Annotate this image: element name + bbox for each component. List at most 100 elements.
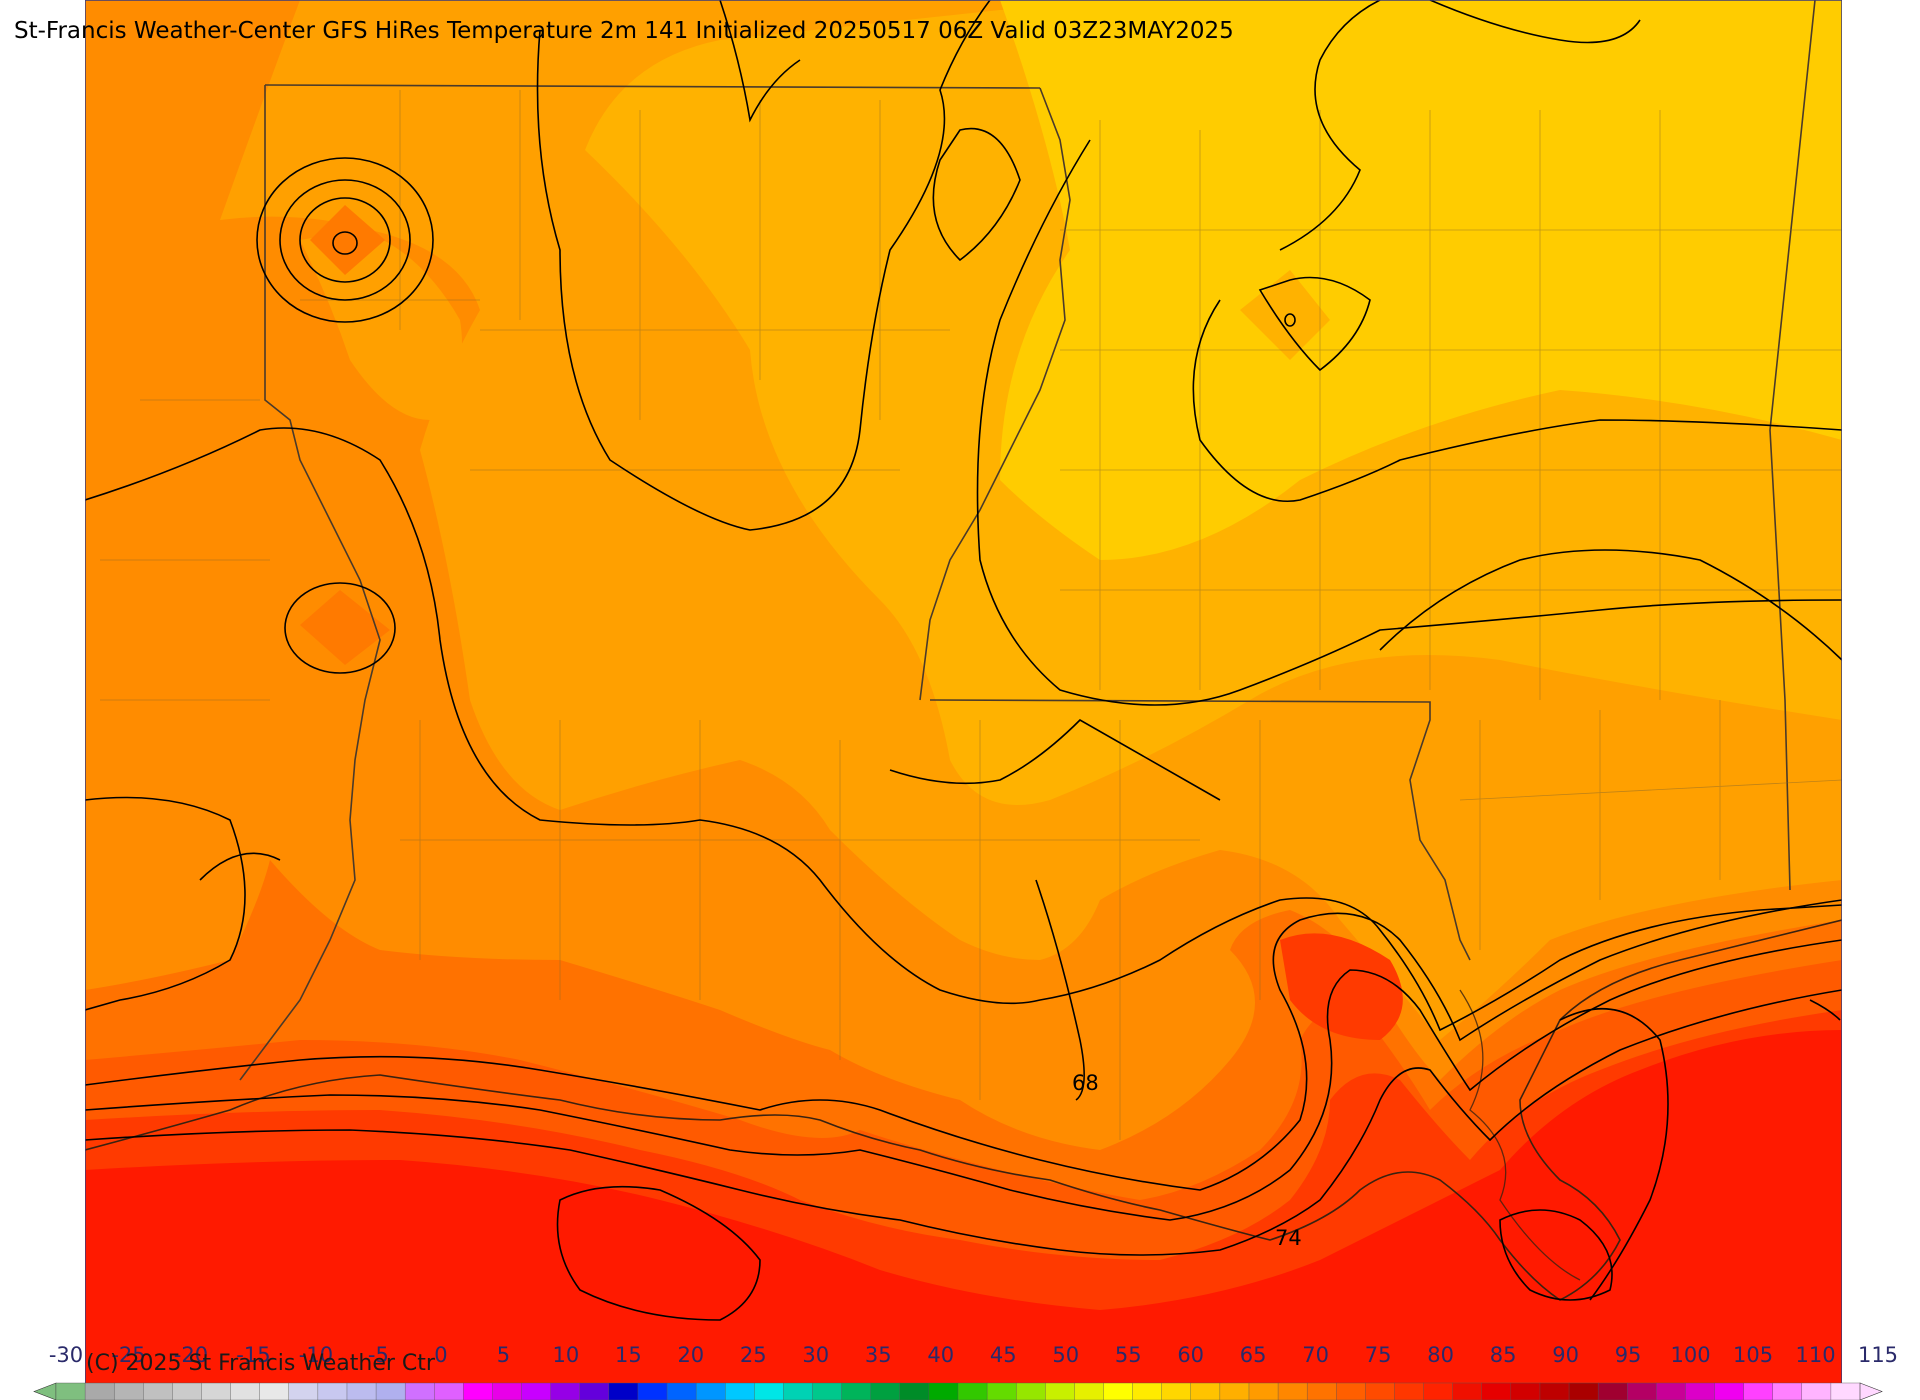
legend-tick: -20 <box>173 1343 209 1367</box>
colorbar-swatch <box>172 1382 203 1400</box>
colorbar-swatch <box>1685 1382 1716 1400</box>
colorbar-swatch <box>1103 1382 1134 1400</box>
legend-tick: 40 <box>927 1343 955 1367</box>
colorbar-swatch <box>1219 1382 1250 1400</box>
colorbar-swatch <box>957 1382 988 1400</box>
contour-label-74: 74 <box>1275 1226 1302 1250</box>
colorbar-swatch <box>201 1382 232 1400</box>
colorbar-swatch <box>1801 1382 1832 1400</box>
county-lines <box>100 90 1842 1140</box>
colorbar-swatch <box>666 1382 697 1400</box>
colorbar-swatch <box>1714 1382 1745 1400</box>
colorbar-swatch <box>1597 1382 1628 1400</box>
colorbar-swatch <box>841 1382 872 1400</box>
map-title: St-Francis Weather-Center GFS HiRes Temp… <box>14 18 1234 44</box>
colorbar-swatch <box>1423 1382 1454 1400</box>
colorbar-swatch <box>55 1382 86 1400</box>
colorbar-swatch <box>637 1382 668 1400</box>
color-bar <box>33 1382 1883 1400</box>
colorbar-swatch <box>143 1382 174 1400</box>
legend-tick: 110 <box>1795 1343 1836 1367</box>
colorbar-swatch <box>1161 1382 1192 1400</box>
colorbar-swatch <box>404 1382 435 1400</box>
legend-tick: 15 <box>614 1343 642 1367</box>
legend-tick: 35 <box>864 1343 892 1367</box>
colorbar-swatch <box>288 1382 319 1400</box>
legend-tick: 60 <box>1177 1343 1205 1367</box>
colorbar-swatch <box>1568 1382 1599 1400</box>
colorbar-arrow-right <box>1859 1382 1883 1400</box>
colorbar-swatch <box>754 1382 785 1400</box>
colorbar-swatch <box>608 1382 639 1400</box>
legend-tick: 10 <box>552 1343 580 1367</box>
colorbar-swatch <box>1277 1382 1308 1400</box>
colorbar-swatch <box>1656 1382 1687 1400</box>
legend-tick: 20 <box>677 1343 705 1367</box>
local-contours <box>256 157 1296 674</box>
legend-tick: 65 <box>1239 1343 1267 1367</box>
copyright-text: (C) 2025 St Francis Weather Ctr <box>86 1351 435 1376</box>
colorbar-swatch <box>986 1382 1017 1400</box>
colorbar-swatch <box>375 1382 406 1400</box>
colorbar-swatch <box>812 1382 843 1400</box>
colorbar-swatch <box>870 1382 901 1400</box>
colorbar-swatch <box>1772 1382 1803 1400</box>
colorbar-swatch <box>1190 1382 1221 1400</box>
colorbar-swatch <box>1743 1382 1774 1400</box>
colorbar-swatch <box>1306 1382 1337 1400</box>
colorbar-swatch <box>550 1382 581 1400</box>
colorbar-swatch <box>1365 1382 1396 1400</box>
colorbar-swatch <box>1074 1382 1105 1400</box>
colorbar-swatch <box>928 1382 959 1400</box>
colorbar-swatch <box>230 1382 261 1400</box>
legend-tick: -25 <box>111 1343 146 1367</box>
temp-band-72-patch <box>1280 933 1403 1040</box>
colorbar-swatch <box>463 1382 494 1400</box>
legend-tick: 95 <box>1614 1343 1642 1367</box>
legend-tick: 80 <box>1427 1343 1454 1367</box>
legend-tick: 90 <box>1552 1343 1579 1367</box>
colorbar-swatch <box>492 1382 523 1400</box>
colorbar-swatch <box>579 1382 610 1400</box>
colorbar-swatch <box>1539 1382 1570 1400</box>
temp-band-74 <box>85 1030 1842 1384</box>
legend-tick: -5 <box>367 1343 389 1367</box>
colorbar-swatch <box>1830 1382 1861 1400</box>
colorbar-swatch <box>1481 1382 1512 1400</box>
colorbar-swatch <box>521 1382 552 1400</box>
legend-tick: 45 <box>989 1343 1017 1367</box>
legend-tick: -15 <box>236 1343 271 1367</box>
colorbar-swatch <box>1248 1382 1279 1400</box>
colorbar-swatch <box>899 1382 930 1400</box>
legend-tick: 75 <box>1364 1343 1392 1367</box>
temp-band-62-patch <box>1240 270 1330 360</box>
colorbar-swatch <box>1394 1382 1425 1400</box>
legend-tick: 85 <box>1489 1343 1517 1367</box>
temp-band-blob-nw <box>310 205 385 275</box>
isotherms <box>85 0 1842 1321</box>
legend-tick: -10 <box>298 1343 334 1367</box>
legend-tick: 50 <box>1052 1343 1080 1367</box>
contour-label-68: 68 <box>1072 1071 1099 1095</box>
colorbar-swatch <box>434 1382 465 1400</box>
coastline <box>85 919 1842 1301</box>
temp-band-60 <box>1000 0 1842 560</box>
temp-band-blob-w <box>300 590 390 665</box>
delta-coastline <box>1459 989 1581 1281</box>
legend-tick: 115 <box>1857 1343 1899 1367</box>
colorbar-swatch <box>1132 1382 1163 1400</box>
colorbar-swatch <box>1627 1382 1658 1400</box>
colorbar-arrow-left <box>33 1382 57 1400</box>
colorbar-swatch <box>1045 1382 1076 1400</box>
legend-tick: 70 <box>1302 1343 1330 1367</box>
colorbar-swatch <box>259 1382 290 1400</box>
colorbar-swatch <box>783 1382 814 1400</box>
legend-tick: 5 <box>496 1343 511 1367</box>
legend-tick: 0 <box>434 1343 448 1367</box>
colorbar-swatch <box>84 1382 115 1400</box>
colorbar-swatch <box>725 1382 756 1400</box>
colorbar-swatch <box>695 1382 726 1400</box>
legend-tick: 100 <box>1670 1343 1711 1367</box>
legend-tick: 105 <box>1732 1343 1774 1367</box>
